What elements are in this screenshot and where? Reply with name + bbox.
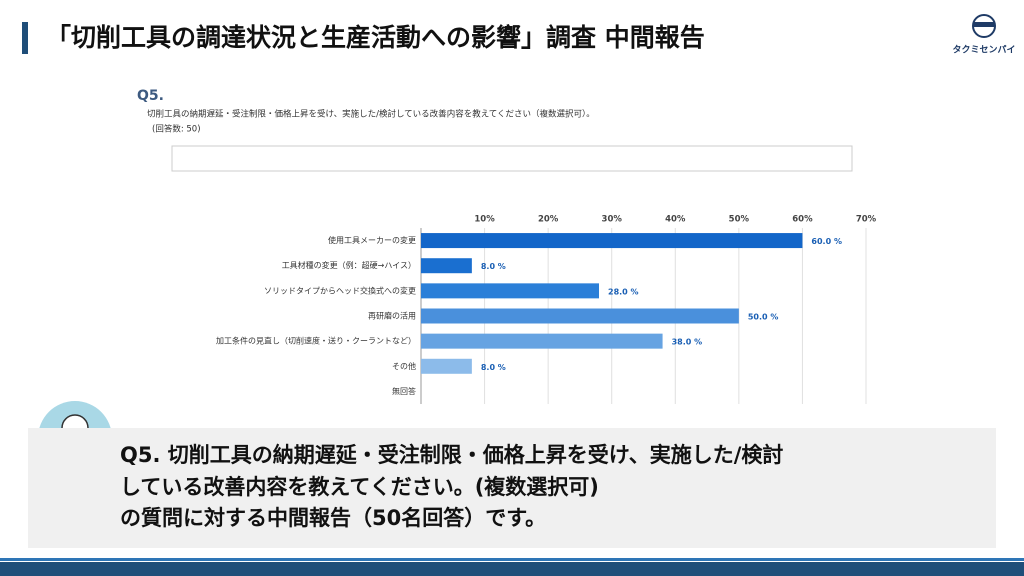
- slide-title: 「切削工具の調達状況と生産活動への影響」調査 中間報告: [46, 23, 705, 52]
- title-accent: [22, 22, 28, 54]
- bar: [421, 258, 472, 274]
- category-label: 加工条件の見直し（切削速度・送り・クーラントなど）: [216, 336, 416, 346]
- bar: [421, 358, 472, 374]
- plot: 10% 20% 30% 40% 50% 60% 70% 使用工具メーカーの変更 60.0 % 工具…: [216, 215, 877, 404]
- bar: [421, 233, 803, 249]
- category-label: 無回答: [392, 386, 416, 396]
- question-text: 切削工具の納期遅延・受注制限・価格上昇を受け、実施した/検討している改善内容を教…: [147, 109, 595, 120]
- logo-icon: [974, 22, 994, 27]
- input-box: [171, 145, 853, 172]
- respondents: (回答数: 50): [152, 124, 201, 135]
- x-tick-label: 70%: [856, 215, 877, 225]
- value-label: 8.0 %: [481, 363, 506, 372]
- value-label: 8.0 %: [481, 262, 506, 271]
- value-label: 38.0 %: [672, 338, 703, 347]
- x-tick-label: 40%: [665, 215, 686, 225]
- footer-line: [0, 558, 1024, 561]
- x-tick-label: 10%: [474, 215, 495, 225]
- comment-line: Q5. 切削工具の納期遅延・受注制限・価格上昇を受け、実施した/検討: [120, 443, 783, 467]
- comment-line: している改善内容を教えてください。(複数選択可): [120, 475, 599, 499]
- logo-icon: [972, 14, 996, 38]
- x-tick-label: 30%: [602, 215, 623, 225]
- category-label: ソリッドタイプからヘッド交換式への変更: [264, 285, 416, 295]
- question-number: Q5.: [137, 88, 164, 104]
- x-tick-label: 20%: [538, 215, 559, 225]
- value-label: 60.0 %: [811, 237, 842, 246]
- logo-text: タクミセンパイ: [952, 44, 1015, 56]
- comment-box: [28, 428, 996, 548]
- logo: タクミセンパイ: [952, 14, 1016, 56]
- bar: [421, 283, 599, 299]
- bar: [421, 333, 663, 349]
- category-label: 再研磨の活用: [368, 311, 416, 321]
- category-label: 工具材種の変更（例：超硬→ハイス）: [282, 260, 416, 270]
- category-label: その他: [392, 361, 416, 371]
- bar: [421, 308, 739, 324]
- comment-line: の質問に対する中間報告（50名回答）です。: [120, 506, 546, 530]
- x-tick-label: 60%: [792, 215, 813, 225]
- category-label: 使用工具メーカーの変更: [328, 235, 416, 245]
- x-tick-label: 50%: [729, 215, 750, 225]
- footer-bar: [0, 562, 1024, 576]
- value-label: 28.0 %: [608, 287, 639, 296]
- value-label: 50.0 %: [748, 313, 779, 322]
